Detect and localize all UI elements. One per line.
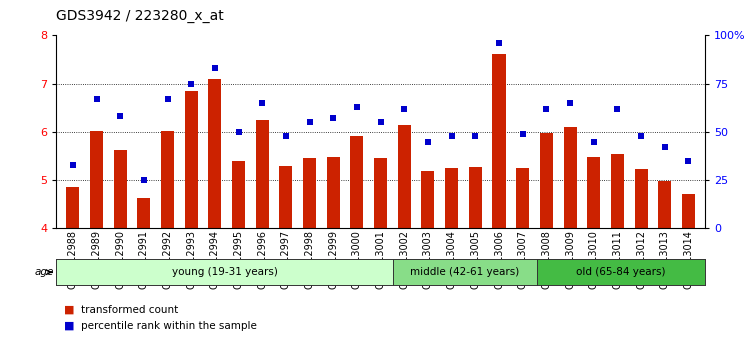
Bar — [327, 157, 340, 228]
Point — [304, 119, 316, 125]
Bar — [469, 167, 482, 228]
Point — [185, 81, 197, 86]
Text: young (19-31 years): young (19-31 years) — [172, 267, 278, 277]
Point — [91, 96, 103, 102]
Point — [611, 106, 623, 112]
Point — [114, 114, 126, 119]
Point — [470, 133, 482, 138]
Point — [232, 129, 244, 135]
Bar — [256, 120, 268, 228]
Bar — [137, 199, 150, 228]
Point — [327, 115, 339, 121]
Bar — [634, 170, 647, 228]
Point — [422, 139, 434, 144]
Point — [209, 65, 221, 71]
Text: middle (42-61 years): middle (42-61 years) — [410, 267, 519, 277]
Bar — [516, 168, 530, 228]
Bar — [374, 158, 387, 228]
Bar — [587, 157, 600, 228]
Bar — [280, 166, 292, 228]
Bar — [303, 158, 316, 228]
Text: percentile rank within the sample: percentile rank within the sample — [81, 321, 256, 331]
Point — [138, 177, 150, 183]
Bar — [658, 181, 671, 228]
Text: ■: ■ — [64, 305, 74, 315]
Point — [658, 144, 670, 150]
Text: GDS3942 / 223280_x_at: GDS3942 / 223280_x_at — [56, 9, 224, 23]
Point — [280, 133, 292, 138]
Bar — [184, 91, 198, 228]
Text: old (65-84 years): old (65-84 years) — [576, 267, 666, 277]
Bar — [350, 136, 364, 228]
Point — [256, 100, 268, 106]
Point — [564, 100, 576, 106]
Text: transformed count: transformed count — [81, 305, 178, 315]
Point — [351, 104, 363, 110]
Bar — [611, 154, 624, 228]
Bar — [493, 54, 506, 228]
Point — [682, 158, 694, 164]
Bar — [232, 161, 245, 228]
Bar — [398, 125, 411, 228]
Bar — [446, 168, 458, 228]
Point — [493, 40, 505, 46]
Point — [635, 133, 647, 138]
Bar — [209, 79, 221, 228]
Bar — [540, 133, 553, 228]
Text: age: age — [34, 267, 54, 277]
Point — [517, 131, 529, 137]
Point — [375, 119, 387, 125]
Bar — [422, 171, 434, 228]
Bar — [682, 194, 695, 228]
Point — [540, 106, 552, 112]
Point — [588, 139, 600, 144]
Point — [161, 96, 173, 102]
Point — [398, 106, 410, 112]
Bar — [66, 187, 80, 228]
Text: ■: ■ — [64, 321, 74, 331]
Bar — [114, 150, 127, 228]
Bar — [161, 131, 174, 228]
Bar — [563, 127, 577, 228]
Point — [67, 162, 79, 167]
Bar — [90, 131, 103, 228]
Point — [446, 133, 458, 138]
